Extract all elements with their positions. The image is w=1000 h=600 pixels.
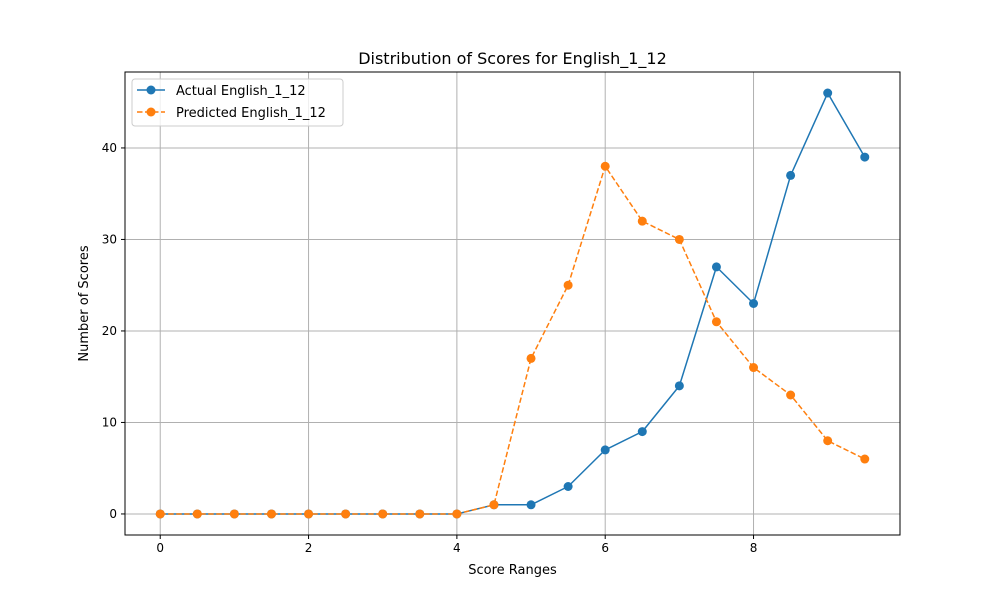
data-point-actual	[711, 262, 721, 272]
data-point-predicted	[341, 509, 351, 519]
y-tick-label: 30	[102, 232, 117, 246]
data-point-predicted	[304, 509, 314, 519]
y-tick-label: 10	[102, 415, 117, 429]
data-point-predicted	[378, 509, 388, 519]
series-predicted	[155, 161, 870, 519]
plot-background	[125, 72, 900, 535]
plot-area	[124, 71, 901, 536]
data-point-actual	[786, 170, 796, 180]
data-point-predicted	[415, 509, 425, 519]
legend-label-actual: Actual English_1_12	[176, 84, 306, 99]
grid-lines	[125, 72, 900, 535]
data-point-predicted	[600, 161, 610, 171]
x-axis-label: Score Ranges	[468, 563, 557, 578]
data-point-predicted	[489, 500, 499, 510]
data-point-actual	[526, 500, 536, 510]
data-point-predicted	[563, 280, 573, 290]
legend-label-predicted: Predicted English_1_12	[176, 106, 326, 121]
data-point-actual	[563, 482, 573, 492]
data-point-predicted	[786, 390, 796, 400]
x-axis-ticks: 0 2 4 6 8	[156, 535, 757, 555]
data-point-actual	[823, 88, 833, 98]
y-tick-label: 40	[102, 141, 117, 155]
data-point-actual	[860, 152, 870, 162]
data-point-predicted	[526, 353, 536, 363]
data-point-predicted	[637, 216, 647, 226]
data-point-actual	[600, 445, 610, 455]
chart-title: Distribution of Scores for English_1_12	[358, 49, 667, 69]
data-point-predicted	[155, 509, 165, 519]
data-point-predicted	[860, 454, 870, 464]
legend-box	[131, 78, 344, 127]
y-tick-label: 20	[102, 324, 117, 338]
data-point-predicted	[823, 436, 833, 446]
y-tick-label: 0	[109, 507, 117, 521]
data-point-predicted	[452, 509, 462, 519]
legend-swatch-predicted-marker	[146, 107, 156, 117]
data-point-actual	[674, 381, 684, 391]
series-layer	[155, 88, 870, 519]
data-point-predicted	[711, 317, 721, 327]
y-axis-label: Number of Scores	[77, 245, 92, 361]
data-point-predicted	[266, 509, 276, 519]
legend-swatch-actual-marker	[146, 85, 156, 95]
data-point-predicted	[192, 509, 202, 519]
data-point-actual	[637, 427, 647, 437]
y-axis-ticks: 0 10 20 30 40	[102, 141, 125, 521]
data-point-predicted	[674, 234, 684, 244]
x-tick-label: 8	[750, 541, 758, 555]
x-tick-label: 2	[305, 541, 313, 555]
data-point-predicted	[229, 509, 239, 519]
plot-frame	[124, 71, 901, 536]
data-point-actual	[749, 299, 759, 308]
x-tick-label: 6	[601, 541, 609, 555]
x-tick-label: 4	[453, 541, 461, 555]
legend: Actual English_1_12 Predicted English_1_…	[131, 78, 344, 127]
series-line-predicted	[160, 165, 866, 515]
x-tick-label: 0	[156, 541, 164, 555]
data-point-predicted	[749, 363, 759, 373]
